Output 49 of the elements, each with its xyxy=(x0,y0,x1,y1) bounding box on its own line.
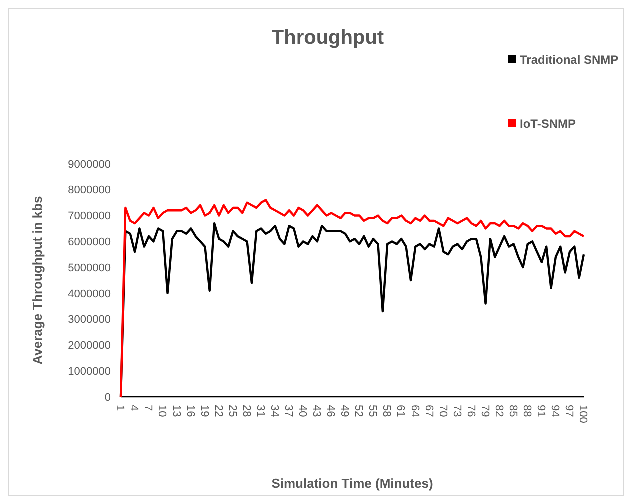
x-tick-label: 79 xyxy=(478,405,491,418)
x-tick-label: 10 xyxy=(156,405,168,418)
x-tick-label: 94 xyxy=(549,405,562,418)
y-tick-label: 6000000 xyxy=(68,236,111,249)
x-tick-label: 46 xyxy=(324,405,337,418)
y-tick-label: 8000000 xyxy=(68,184,111,197)
x-tick-label: 91 xyxy=(535,405,548,418)
y-axis-title: Average Throughput in kbs xyxy=(30,196,45,365)
x-axis-title: Simulation Time (Minutes) xyxy=(272,476,434,491)
x-tick-label: 97 xyxy=(563,405,576,418)
y-tick-label: 9000000 xyxy=(68,158,111,171)
x-tick-label: 82 xyxy=(492,405,505,418)
x-tick-label: 52 xyxy=(352,405,365,418)
x-tick-label: 19 xyxy=(198,405,210,418)
x-tick-label: 37 xyxy=(282,405,295,418)
legend-label: Traditional SNMP xyxy=(520,53,619,68)
legend-label: IoT-SNMP xyxy=(520,117,576,132)
y-tick-label: 5000000 xyxy=(68,262,111,274)
y-tick-label: 4000000 xyxy=(68,288,111,300)
x-tick-label: 40 xyxy=(296,405,309,418)
x-tick-label: 16 xyxy=(184,405,196,418)
x-tick-label: 43 xyxy=(310,405,323,418)
x-tick-label: 85 xyxy=(507,405,519,418)
x-tick-label: 22 xyxy=(212,405,224,418)
x-tick-label: 100 xyxy=(577,405,590,424)
x-tick-label: 49 xyxy=(338,405,351,418)
x-tick-label: 70 xyxy=(436,405,449,418)
x-tick-label: 76 xyxy=(464,405,477,418)
x-tick-label: 1 xyxy=(114,405,126,412)
x-tick-label: 88 xyxy=(521,405,534,418)
y-tick-label: 1000000 xyxy=(68,366,111,378)
x-tick-label: 61 xyxy=(394,405,407,418)
chart-title: Throughput xyxy=(272,27,384,49)
y-tick-label: 3000000 xyxy=(68,314,111,326)
x-tick-label: 34 xyxy=(268,405,280,418)
y-tick-label: 7000000 xyxy=(68,210,111,223)
y-tick-label: 2000000 xyxy=(68,340,111,352)
x-tick-label: 7 xyxy=(142,405,154,412)
x-tick-label: 4 xyxy=(128,405,140,412)
x-tick-label: 28 xyxy=(240,405,252,418)
x-tick-label: 13 xyxy=(170,405,182,418)
x-tick-label: 25 xyxy=(226,405,238,418)
x-tick-label: 58 xyxy=(380,405,393,418)
x-tick-label: 73 xyxy=(450,405,463,418)
x-tick-label: 55 xyxy=(366,405,379,418)
y-tick-label: 0 xyxy=(104,392,111,404)
x-tick-label: 31 xyxy=(254,405,266,418)
x-tick-label: 67 xyxy=(422,405,435,418)
x-tick-label: 64 xyxy=(408,405,421,418)
